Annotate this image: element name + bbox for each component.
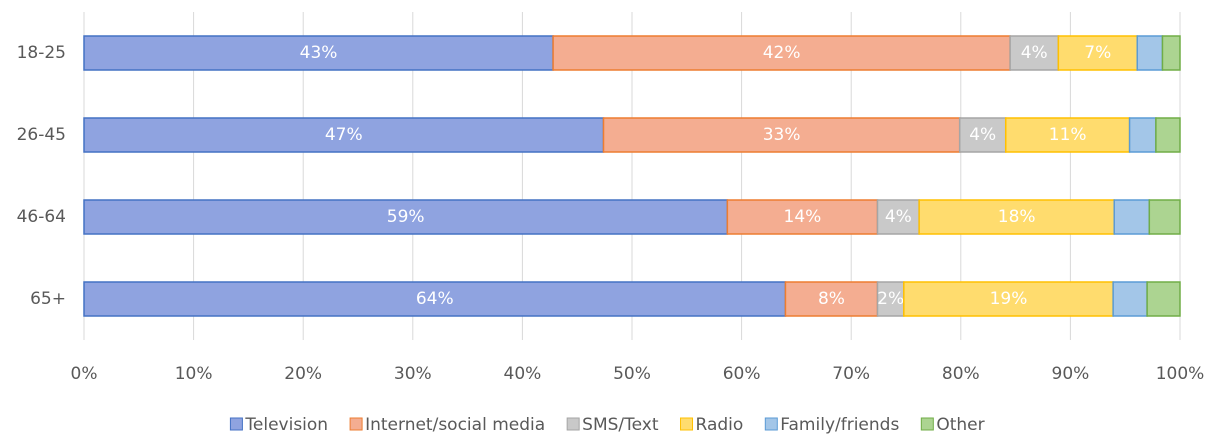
- x-tick-label: 100%: [1156, 364, 1205, 384]
- bar-segment: [876, 281, 905, 317]
- data-label: 42%: [763, 43, 801, 63]
- bar-segment: [83, 117, 605, 153]
- data-label: 59%: [387, 207, 425, 227]
- bar-segment: [958, 117, 1007, 153]
- x-tick-label: 40%: [504, 364, 542, 384]
- data-label: 4%: [885, 207, 912, 227]
- x-tick-label: 20%: [284, 364, 322, 384]
- legend-swatch: [229, 417, 243, 431]
- bar-segment: [1161, 35, 1181, 71]
- bar-segment: [1148, 199, 1181, 235]
- legend-swatch: [920, 417, 934, 431]
- x-tick-label: 90%: [1052, 364, 1090, 384]
- x-tick-label: 10%: [175, 364, 213, 384]
- legend-swatch: [349, 417, 363, 431]
- bar-segment: [83, 281, 787, 317]
- legend-swatch: [680, 417, 694, 431]
- data-label: 64%: [416, 289, 454, 309]
- x-tick-label: 60%: [723, 364, 761, 384]
- bar-segment: [876, 199, 920, 235]
- bar-segment: [552, 35, 1011, 71]
- bar-segment: [903, 281, 1114, 317]
- data-label: 19%: [990, 289, 1028, 309]
- bar-segment: [1112, 281, 1148, 317]
- y-tick-label: 46-64: [17, 207, 66, 227]
- legend-label: Other: [936, 415, 984, 435]
- legend-label: Family/friends: [780, 415, 899, 435]
- bar-segment: [1146, 281, 1181, 317]
- y-tick-label: 26-45: [17, 125, 66, 145]
- data-label: 18%: [998, 207, 1036, 227]
- legend-label: Radio: [696, 415, 744, 435]
- data-label: 2%: [877, 289, 904, 309]
- data-label: 11%: [1049, 125, 1087, 145]
- bar-segment: [1057, 35, 1139, 71]
- bar-segment: [784, 281, 879, 317]
- data-label: 47%: [325, 125, 363, 145]
- bar-segment: [602, 117, 961, 153]
- data-label: 4%: [1021, 43, 1048, 63]
- legend-swatch: [566, 417, 580, 431]
- bar-segment: [1136, 35, 1164, 71]
- bar-segment: [1128, 117, 1157, 153]
- data-label: 8%: [818, 289, 845, 309]
- data-label: 14%: [784, 207, 822, 227]
- data-label: 43%: [300, 43, 338, 63]
- x-tick-label: 30%: [394, 364, 432, 384]
- bar-segment: [1155, 117, 1181, 153]
- x-tick-label: 50%: [613, 364, 651, 384]
- bar-segment: [918, 199, 1115, 235]
- data-label: 7%: [1084, 43, 1111, 63]
- legend-label: Television: [244, 415, 328, 435]
- legend-swatch: [764, 417, 778, 431]
- legend-label: Internet/social media: [365, 415, 545, 435]
- y-tick-label: 65+: [30, 289, 66, 309]
- legend-label: SMS/Text: [582, 415, 659, 435]
- bar-segment: [1113, 199, 1151, 235]
- data-label: 4%: [969, 125, 996, 145]
- data-label: 33%: [763, 125, 801, 145]
- bar-segment: [83, 35, 554, 71]
- x-tick-label: 80%: [942, 364, 980, 384]
- x-tick-label: 0%: [71, 364, 98, 384]
- y-tick-label: 18-25: [17, 43, 66, 63]
- x-tick-label: 70%: [832, 364, 870, 384]
- bar-segment: [83, 199, 729, 235]
